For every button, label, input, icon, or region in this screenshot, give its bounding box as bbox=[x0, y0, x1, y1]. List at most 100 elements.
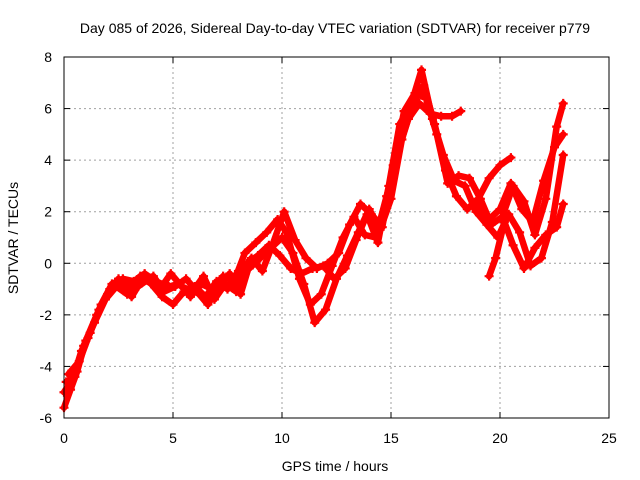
y-axis-label: SDTVAR / TECUs bbox=[5, 182, 21, 294]
series-sat-track-6 bbox=[473, 129, 568, 227]
data-point-marker bbox=[417, 65, 427, 75]
data-point-marker bbox=[94, 305, 104, 315]
data-point-marker bbox=[464, 173, 474, 183]
data-point-marker bbox=[541, 194, 551, 204]
data-point-marker bbox=[432, 129, 442, 139]
data-point-marker bbox=[506, 153, 516, 163]
data-point-marker bbox=[168, 300, 178, 310]
data-point-marker bbox=[290, 235, 300, 245]
data-point-marker bbox=[225, 269, 235, 279]
data-point-marker bbox=[116, 279, 126, 289]
data-point-marker bbox=[528, 217, 538, 227]
data-point-marker bbox=[377, 222, 387, 232]
chart-series bbox=[59, 65, 568, 413]
data-point-marker bbox=[443, 178, 453, 188]
data-point-marker bbox=[170, 281, 180, 291]
data-point-marker bbox=[312, 263, 322, 273]
x-axis-label: GPS time / hours bbox=[282, 458, 389, 474]
y-tick-label: 6 bbox=[44, 101, 52, 117]
data-point-marker bbox=[484, 173, 494, 183]
x-tick-label: 10 bbox=[274, 430, 290, 446]
data-point-marker bbox=[484, 271, 494, 281]
data-point-marker bbox=[61, 377, 71, 387]
data-point-marker bbox=[246, 253, 256, 263]
data-point-marker bbox=[286, 263, 296, 273]
data-point-marker bbox=[495, 160, 505, 170]
data-point-marker bbox=[517, 204, 527, 214]
data-point-marker bbox=[127, 292, 137, 302]
data-point-marker bbox=[297, 269, 307, 279]
data-point-marker bbox=[558, 98, 568, 108]
data-point-marker bbox=[305, 300, 315, 310]
data-point-marker bbox=[323, 258, 333, 268]
data-point-marker bbox=[83, 333, 93, 343]
y-tick-label: 8 bbox=[44, 49, 52, 65]
x-tick-label: 20 bbox=[492, 430, 508, 446]
data-point-marker bbox=[558, 150, 568, 160]
data-point-marker bbox=[257, 266, 267, 276]
data-point-marker bbox=[345, 220, 355, 230]
data-point-marker bbox=[436, 111, 446, 121]
data-point-marker bbox=[203, 300, 213, 310]
data-point-marker bbox=[63, 369, 73, 379]
data-point-marker bbox=[456, 106, 466, 116]
data-point-marker bbox=[351, 235, 361, 245]
data-point-marker bbox=[484, 214, 494, 224]
data-point-marker bbox=[552, 122, 562, 132]
data-point-marker bbox=[558, 199, 568, 209]
data-point-marker bbox=[321, 305, 331, 315]
data-point-marker bbox=[414, 98, 424, 108]
data-point-marker bbox=[451, 191, 461, 201]
data-point-marker bbox=[129, 276, 139, 286]
data-point-marker bbox=[530, 243, 540, 253]
data-point-marker bbox=[366, 209, 376, 219]
x-tick-label: 0 bbox=[60, 430, 68, 446]
data-point-marker bbox=[340, 263, 350, 273]
data-point-marker bbox=[539, 176, 549, 186]
data-point-marker bbox=[447, 111, 457, 121]
data-point-marker bbox=[70, 372, 80, 382]
data-point-marker bbox=[421, 93, 431, 103]
y-tick-label: -2 bbox=[40, 307, 53, 323]
data-point-marker bbox=[240, 248, 250, 258]
data-point-marker bbox=[236, 289, 246, 299]
data-point-marker bbox=[166, 269, 176, 279]
data-point-marker bbox=[399, 106, 409, 116]
y-tick-label: 4 bbox=[44, 152, 52, 168]
data-point-marker bbox=[253, 251, 263, 261]
data-point-marker bbox=[460, 181, 470, 191]
x-tick-label: 15 bbox=[383, 430, 399, 446]
data-point-marker bbox=[181, 274, 191, 284]
data-point-marker bbox=[310, 318, 320, 328]
data-point-marker bbox=[199, 271, 209, 281]
data-point-marker bbox=[159, 287, 169, 297]
data-point-marker bbox=[373, 238, 383, 248]
data-point-marker bbox=[316, 289, 326, 299]
chart-ticks: 0 5 10 15 20 25 -6 -4 -2 0 2 4 6 8 bbox=[40, 49, 617, 446]
series-sat-track-5 bbox=[484, 199, 568, 281]
data-point-marker bbox=[192, 287, 202, 297]
data-point-marker bbox=[301, 253, 311, 263]
chart-grid bbox=[64, 57, 609, 418]
data-point-marker bbox=[268, 238, 278, 248]
data-point-marker bbox=[473, 199, 483, 209]
data-point-marker bbox=[541, 230, 551, 240]
data-point-marker bbox=[519, 263, 529, 273]
series-line bbox=[65, 89, 567, 378]
data-point-marker bbox=[558, 129, 568, 139]
data-point-marker bbox=[251, 238, 261, 248]
data-point-marker bbox=[388, 160, 398, 170]
data-point-marker bbox=[550, 142, 559, 152]
data-point-marker bbox=[471, 207, 481, 217]
data-point-marker bbox=[329, 274, 339, 284]
x-tick-label: 25 bbox=[601, 430, 617, 446]
data-point-marker bbox=[495, 204, 505, 214]
data-point-marker bbox=[508, 240, 518, 250]
data-point-marker bbox=[275, 251, 285, 261]
data-point-marker bbox=[74, 356, 84, 366]
data-point-marker bbox=[137, 274, 147, 284]
data-point-marker bbox=[410, 88, 420, 98]
data-point-marker bbox=[279, 207, 289, 217]
data-point-marker bbox=[105, 284, 115, 294]
